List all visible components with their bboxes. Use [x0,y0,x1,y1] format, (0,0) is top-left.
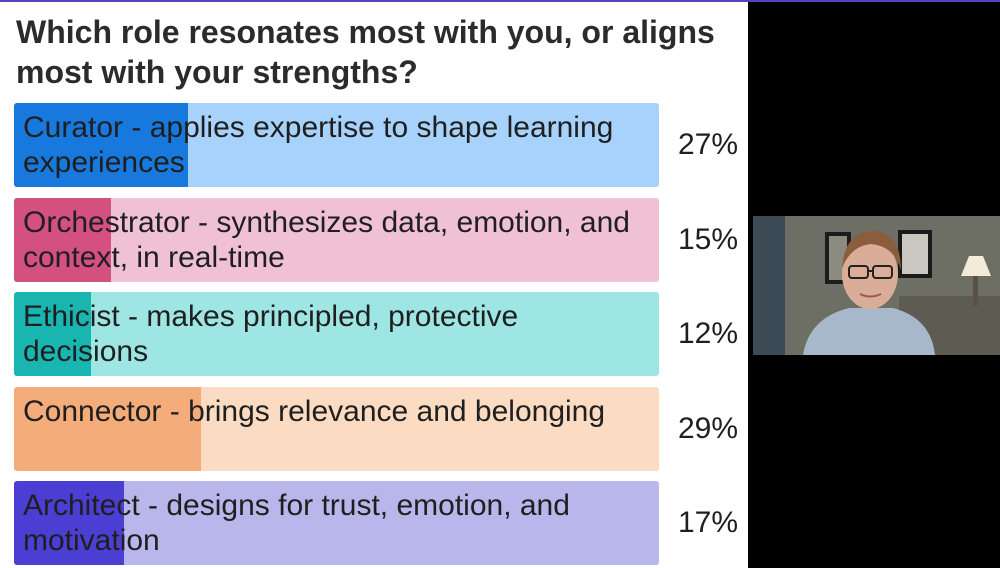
option-percent: 29% [677,412,738,445]
option-label: Orchestrator - synthesizes data, emotion… [23,206,630,274]
poll-panel: Which role resonates most with you, or a… [0,2,748,568]
option-label: Ethicist - makes principled, protective … [23,300,519,368]
poll-question: Which role resonates most with you, or a… [16,14,715,90]
option-label: Architect - designs for trust, emotion, … [23,489,570,557]
poll-option-architect[interactable]: Architect - designs for trust, emotion, … [14,481,740,565]
option-result-fill [14,103,188,187]
option-percent: 27% [677,128,738,161]
participant-video-tile[interactable] [753,216,1000,355]
option-percent: 15% [677,223,738,256]
option-result-fill [14,481,124,565]
poll-option-curator[interactable]: Curator - applies expertise to shape lea… [14,103,740,187]
option-result-fill [14,198,111,282]
poll-option-orchestrator[interactable]: Orchestrator - synthesizes data, emotion… [14,198,740,282]
option-percent: 12% [677,317,738,350]
option-label: Connector - brings relevance and belongi… [23,395,606,428]
option-result-fill [14,387,201,471]
option-bar: Ethicist - makes principled, protective … [14,292,659,376]
participant-video-icon [753,216,1000,355]
poll-option-ethicist[interactable]: Ethicist - makes principled, protective … [14,292,740,376]
option-label: Curator - applies expertise to shape lea… [23,111,614,179]
top-accent-strip [0,0,1000,2]
option-bar: Connector - brings relevance and belongi… [14,387,659,471]
option-bar: Orchestrator - synthesizes data, emotion… [14,198,659,282]
poll-option-connector[interactable]: Connector - brings relevance and belongi… [14,387,740,471]
option-result-fill [14,292,91,376]
option-bar: Architect - designs for trust, emotion, … [14,481,659,565]
option-percent: 17% [677,506,738,539]
option-bar: Curator - applies expertise to shape lea… [14,103,659,187]
